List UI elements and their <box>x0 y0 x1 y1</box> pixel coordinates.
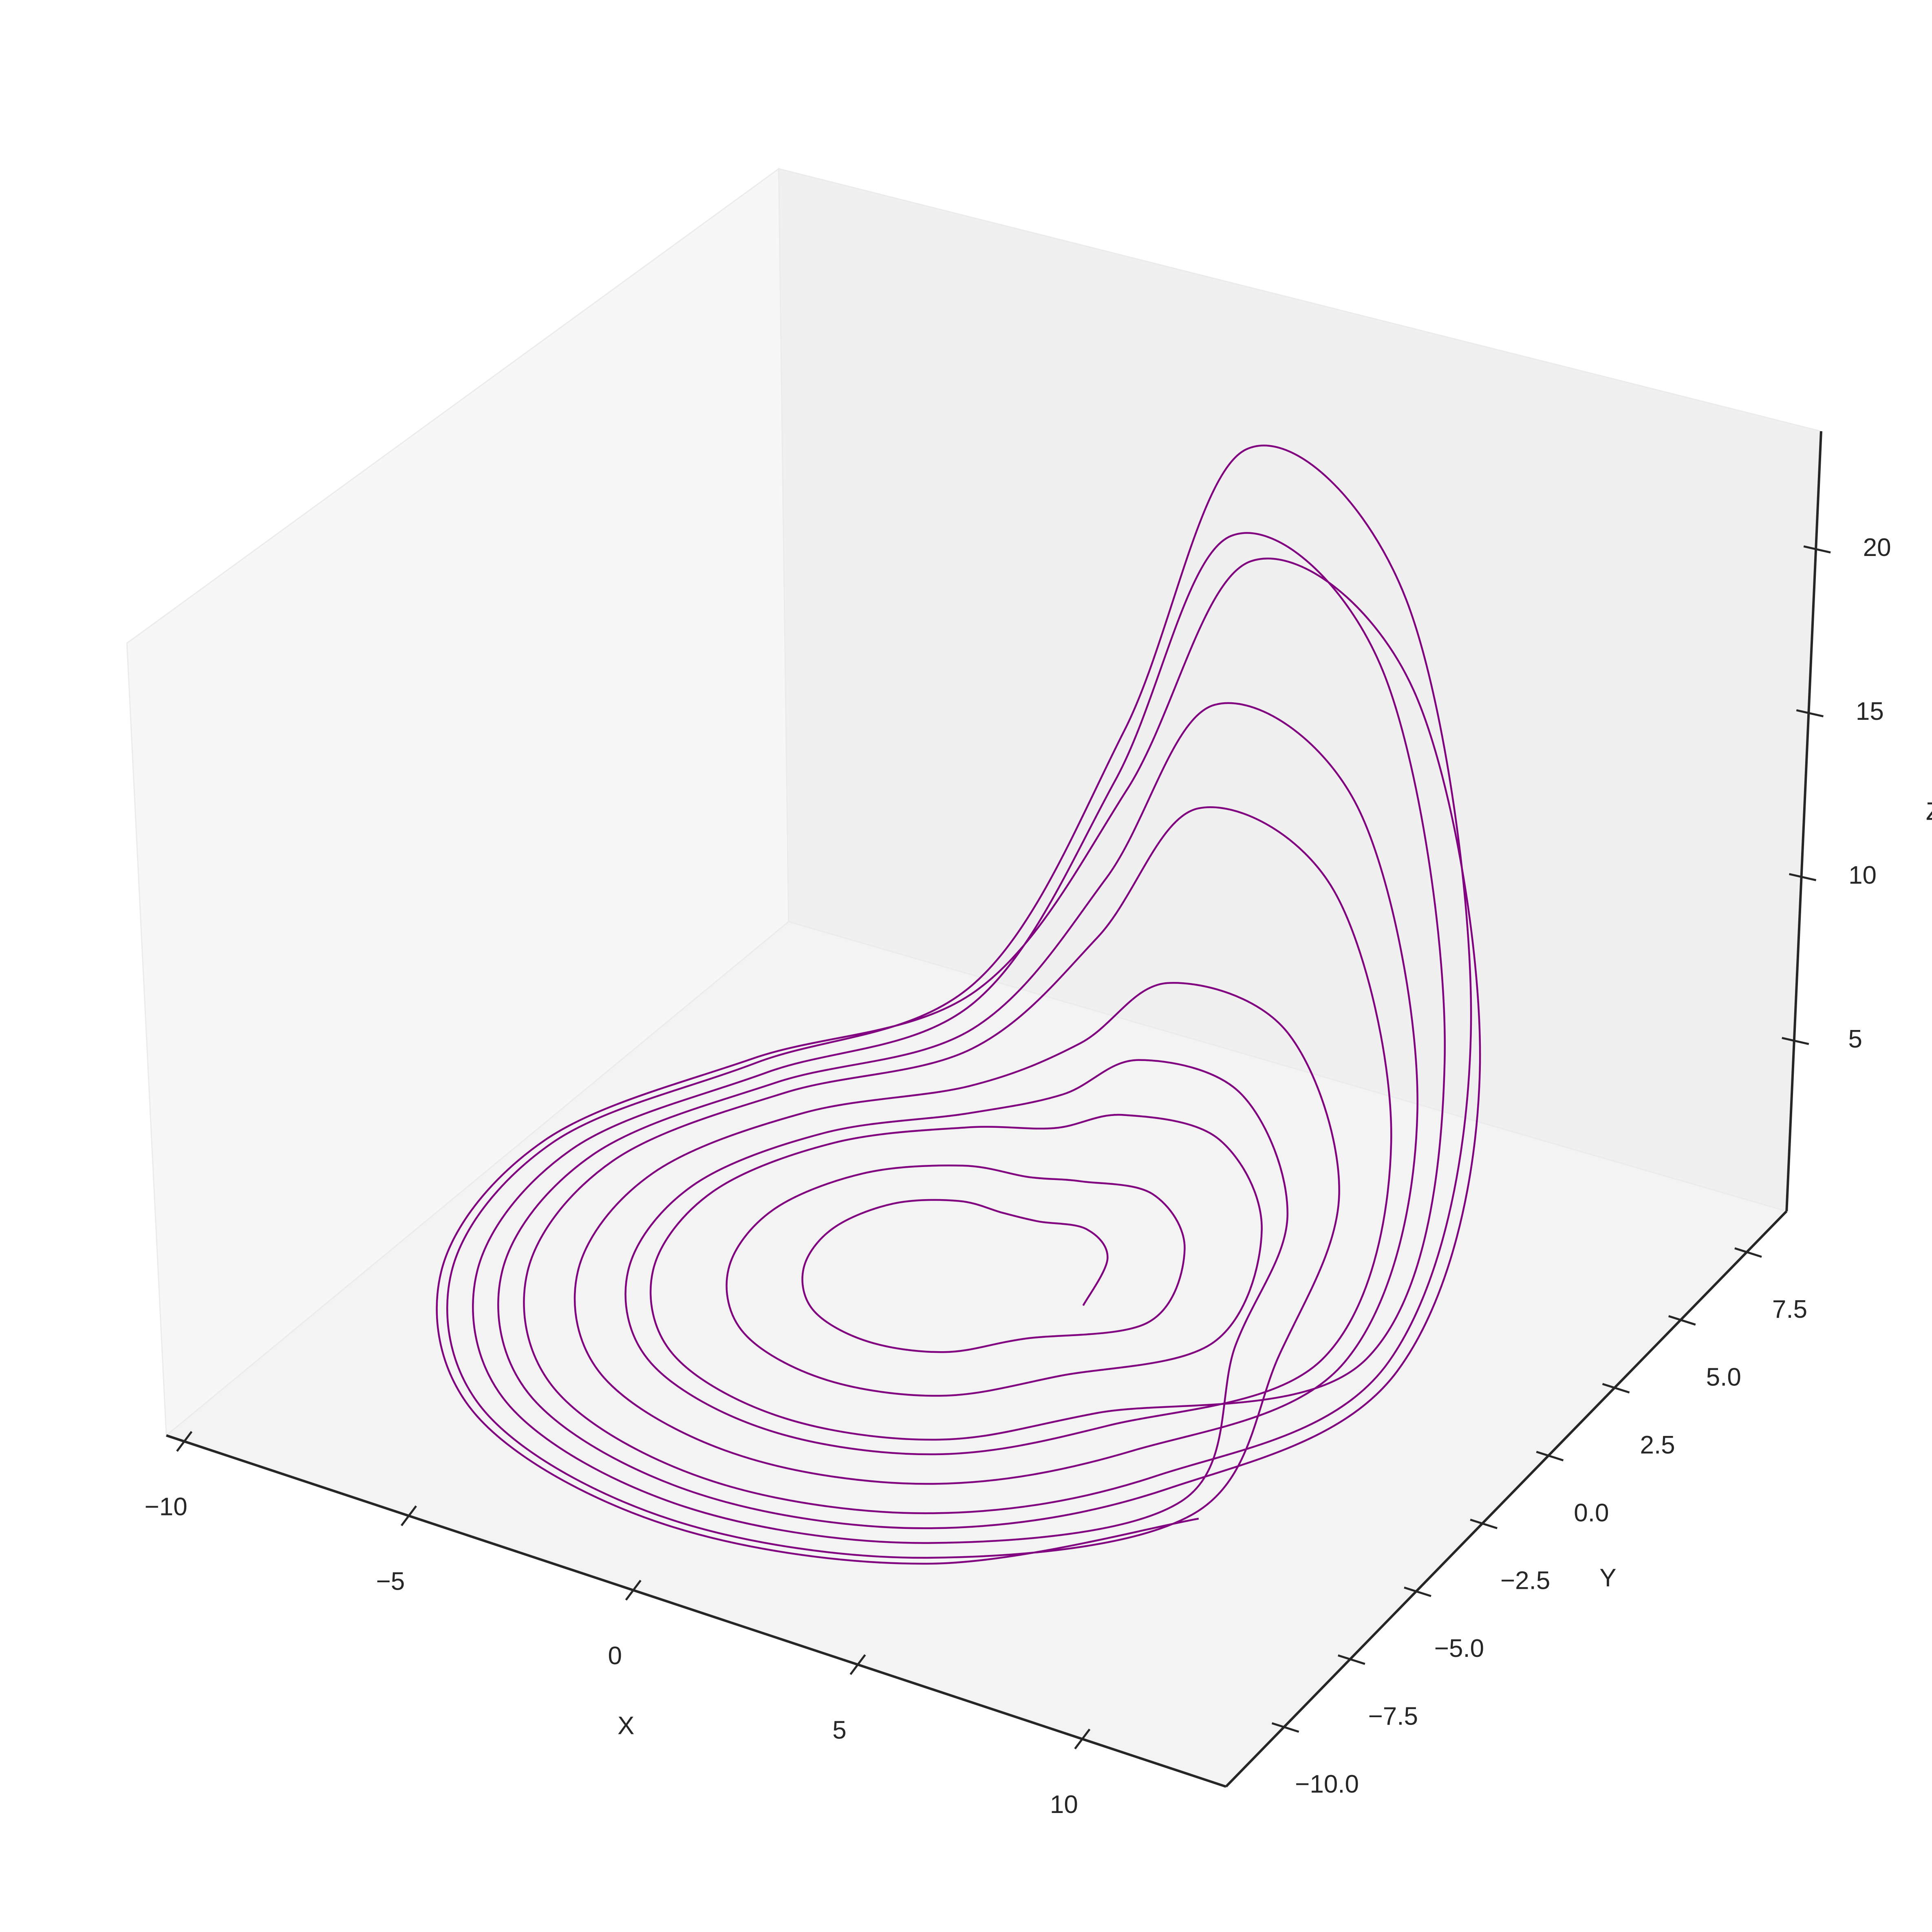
z-tick-label: 20 <box>1863 534 1891 562</box>
x-tick-label: 10 <box>1050 1791 1078 1819</box>
y-tick-label: 0.0 <box>1574 1499 1609 1527</box>
y-tick <box>1404 1586 1431 1597</box>
z-tick <box>1796 709 1824 717</box>
z-axis-label: Z <box>1926 798 1932 826</box>
y-tick <box>1536 1451 1564 1462</box>
x-tick-label: −10 <box>145 1493 187 1521</box>
y-tick <box>1668 1315 1696 1326</box>
x-tick-label: 0 <box>608 1642 622 1670</box>
trajectory <box>436 444 1481 1565</box>
y-tick-label: −10.0 <box>1295 1770 1359 1798</box>
x-tick <box>625 1579 642 1601</box>
z-tick-label: 15 <box>1856 697 1884 726</box>
x-tick-label: 5 <box>832 1716 846 1744</box>
y-tick <box>1470 1518 1498 1529</box>
x-axis-label: X <box>618 1712 634 1740</box>
y-tick-label: −5.0 <box>1434 1634 1484 1663</box>
z-tick <box>1803 545 1831 554</box>
x-tick-label: −5 <box>376 1567 405 1595</box>
z-tick-label: 10 <box>1848 861 1877 889</box>
y-tick <box>1602 1383 1630 1394</box>
x-tick <box>849 1654 866 1675</box>
x-tick <box>176 1431 193 1452</box>
y-tick <box>1734 1247 1762 1258</box>
y-tick-label: −7.5 <box>1368 1703 1418 1731</box>
y-tick <box>1271 1722 1299 1733</box>
z-tick-label: 5 <box>1848 1025 1862 1053</box>
x-tick <box>400 1505 417 1526</box>
y-axis-line <box>1225 1210 1788 1788</box>
y-tick-label: 5.0 <box>1706 1363 1741 1391</box>
y-tick-label: 7.5 <box>1772 1295 1807 1323</box>
y-tick-label: 2.5 <box>1640 1431 1675 1459</box>
z-axis-line <box>1785 431 1822 1211</box>
z-tick <box>1782 1037 1809 1045</box>
x-axis-line <box>166 1434 1226 1788</box>
y-tick-label: −2.5 <box>1500 1567 1550 1595</box>
y-axis-label: Y <box>1599 1564 1616 1592</box>
x-tick <box>1074 1728 1091 1749</box>
y-tick <box>1338 1654 1365 1665</box>
z-tick <box>1789 873 1817 881</box>
